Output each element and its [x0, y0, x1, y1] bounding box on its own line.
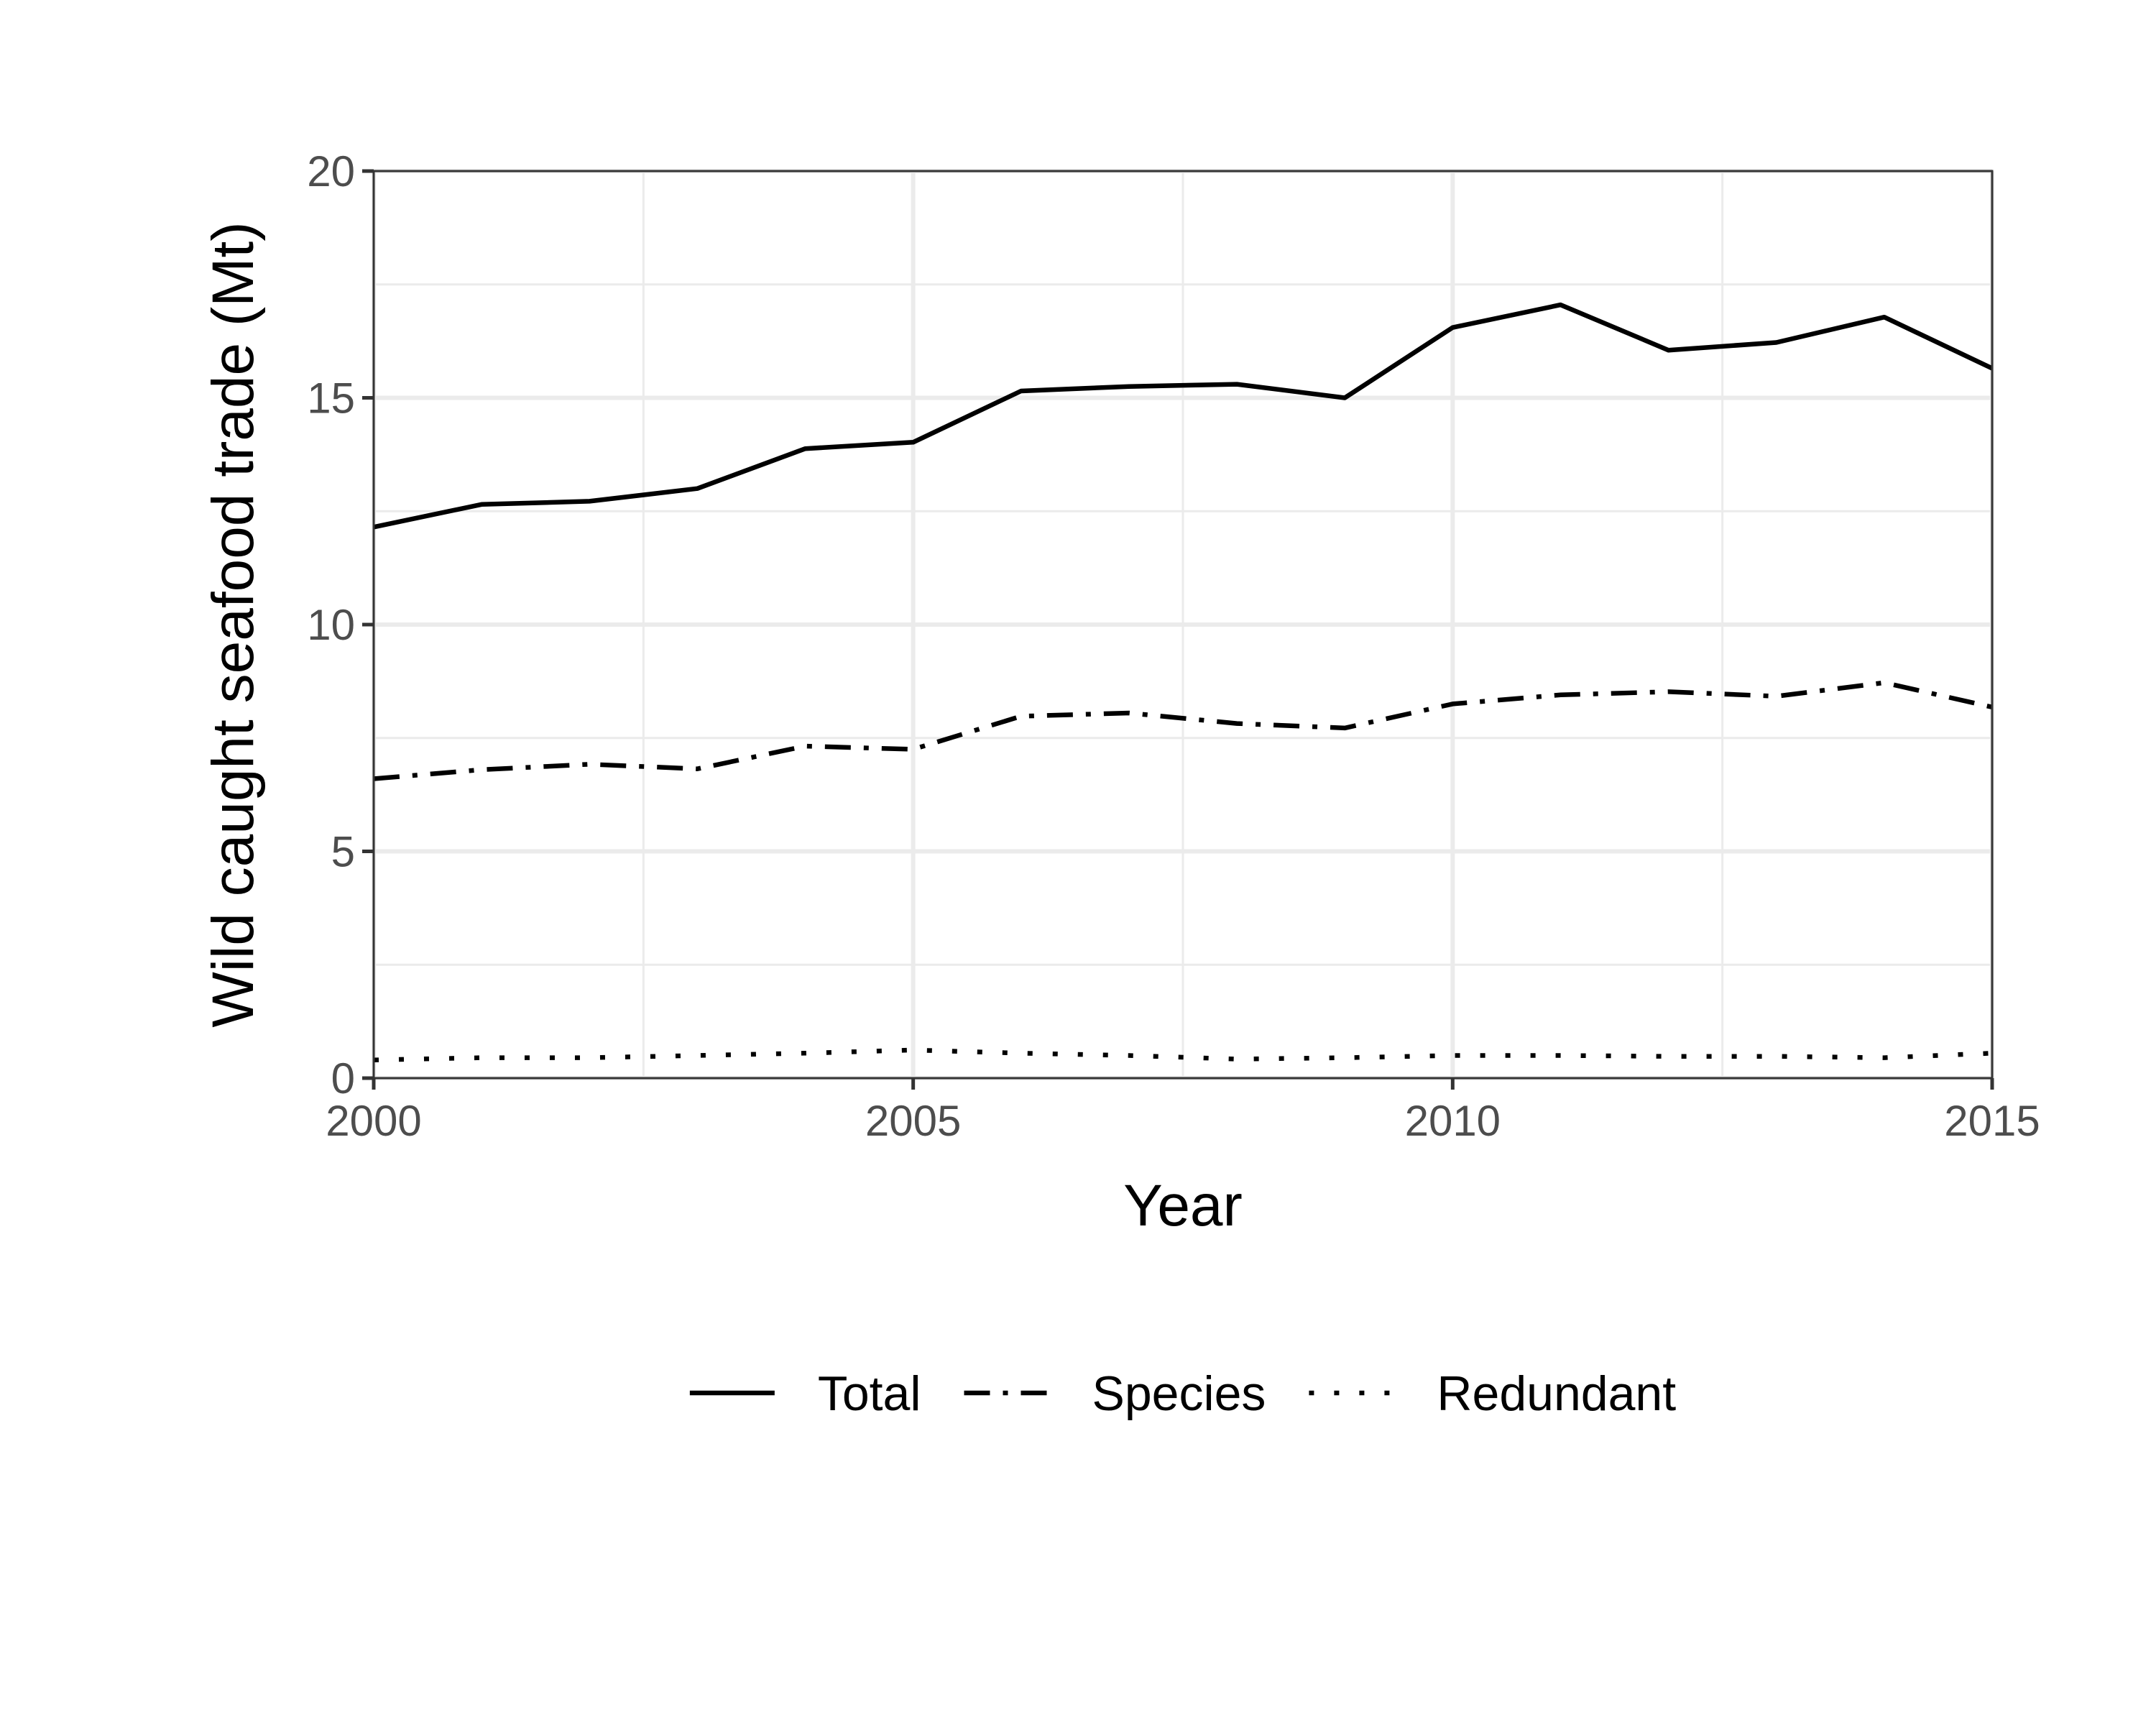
y-axis-title: Wild caught seafood trade (Mt) [201, 221, 266, 1027]
y-tick-label: 5 [331, 828, 355, 876]
y-tick-label: 10 [307, 601, 355, 649]
x-tick-label: 2000 [326, 1097, 421, 1145]
series-line-redundant [373, 1047, 1993, 1063]
x-tick-label: 2005 [865, 1097, 961, 1145]
x-axis-title: Year [1123, 1173, 1243, 1238]
series-line-species [373, 680, 1993, 781]
y-tick-label: 0 [331, 1054, 355, 1103]
y-tick-label: 20 [307, 147, 355, 196]
legend-label-species: Species [1092, 1366, 1266, 1421]
series-lines [373, 302, 1994, 1063]
x-tick-label: 2015 [1944, 1097, 2040, 1145]
legend-label-redundant: Redundant [1437, 1366, 1676, 1421]
series-line-total [373, 302, 1994, 530]
legend: Total Species Redundant [689, 1366, 1676, 1421]
axes: 0 5 10 15 20 2000 2005 2010 2015 [307, 147, 2040, 1145]
legend-label-total: Total [818, 1366, 921, 1421]
x-tick-label: 2010 [1405, 1097, 1501, 1145]
y-tick-label: 15 [307, 374, 355, 423]
